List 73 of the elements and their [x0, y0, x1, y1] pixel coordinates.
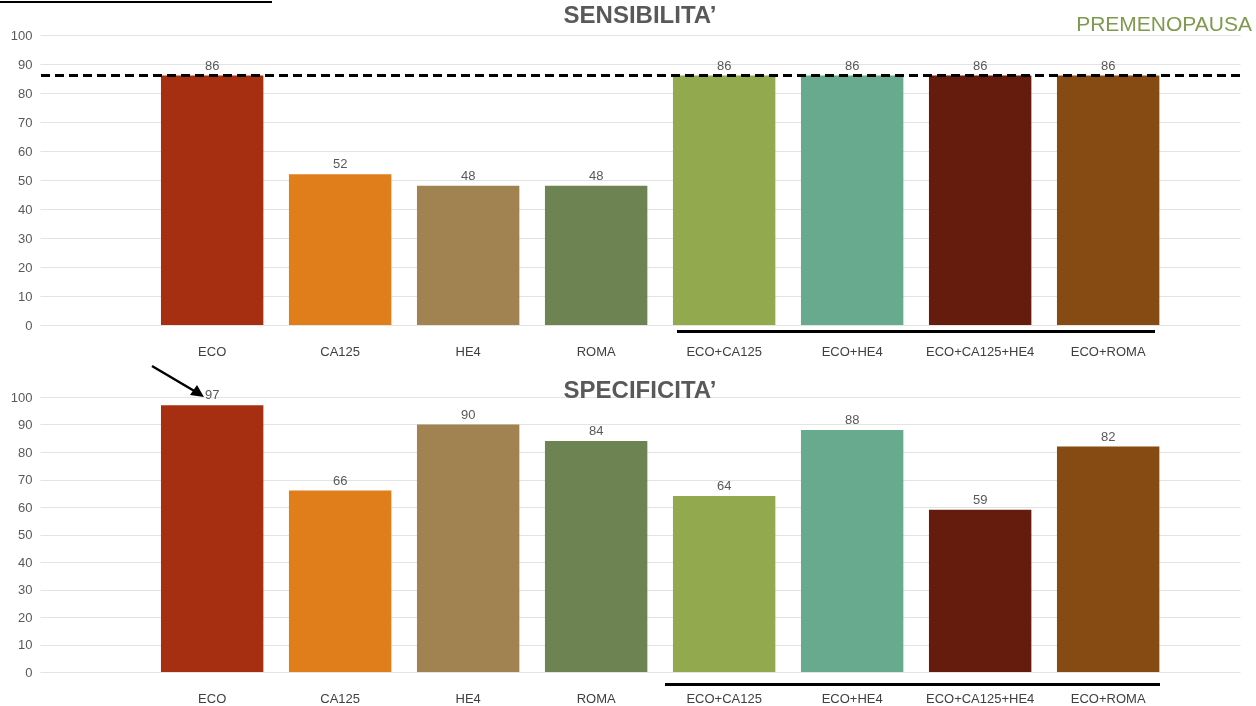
data-label: 48	[460, 167, 476, 183]
x-tick-label: ECO+ROMA	[1070, 343, 1146, 359]
data-label: 97	[204, 387, 220, 403]
bar	[800, 75, 904, 325]
bar	[416, 424, 520, 672]
bar	[288, 490, 392, 672]
y-tick-label: 0	[25, 317, 33, 333]
data-label: 48	[588, 167, 604, 183]
text: PREMENOPAUSA	[1076, 12, 1252, 35]
x-tick-label: ECO+ROMA	[1070, 690, 1146, 706]
bar	[928, 75, 1032, 325]
y-tick-label: 10	[18, 288, 33, 304]
bar	[544, 185, 648, 325]
y-tick-label: 30	[18, 582, 33, 597]
y-tick-label: 60	[18, 143, 33, 159]
x-tick-label: ECO+HE4	[821, 343, 883, 359]
x-tick-label: ECO+HE4	[821, 690, 883, 706]
chart-title: SPECIFICITA’	[563, 376, 717, 404]
y-tick-label: 30	[18, 230, 33, 246]
data-label: 86	[716, 57, 732, 73]
data-label: 52	[332, 156, 348, 172]
y-tick-label: 20	[18, 259, 33, 275]
data-label: 82	[1100, 428, 1116, 444]
bar	[416, 185, 520, 325]
x-tick-label: CA125	[320, 690, 361, 706]
y-tick-label: 100	[10, 389, 33, 405]
y-tick-label: 50	[18, 172, 33, 188]
bar	[672, 75, 776, 325]
data-label: 66	[332, 472, 348, 488]
data-label: 90	[460, 406, 476, 422]
y-tick-label: 20	[18, 609, 33, 625]
y-tick-label: 70	[18, 472, 33, 487]
y-tick-label: 70	[18, 114, 33, 130]
x-tick-label: ECO+CA125	[686, 343, 762, 359]
data-label: 84	[588, 423, 604, 438]
data-label: 64	[716, 478, 732, 493]
data-label: 59	[972, 491, 988, 507]
x-tick-label: HE4	[455, 343, 481, 359]
x-tick-label: ECO+CA125+HE4	[925, 690, 1035, 706]
y-tick-label: 40	[18, 554, 33, 570]
x-tick-label: HE4	[455, 690, 481, 706]
data-label: 86	[204, 57, 220, 73]
y-tick-label: 90	[18, 417, 33, 432]
x-tick-label: ECO+CA125	[686, 690, 762, 706]
x-tick-label: ECO+CA125+HE4	[925, 343, 1035, 359]
y-tick-label: 60	[18, 499, 33, 515]
chart-title: SENSIBILITA’	[563, 1, 717, 28]
y-tick-label: 40	[18, 201, 33, 217]
y-tick-label: 80	[18, 85, 33, 101]
y-tick-label: 50	[18, 527, 33, 542]
y-tick-label: 100	[10, 27, 33, 43]
bar	[160, 75, 264, 325]
x-tick-label: ECO	[198, 343, 227, 359]
bar	[800, 430, 904, 672]
x-tick-label: CA125	[320, 343, 361, 359]
data-label: 86	[972, 57, 988, 73]
data-label: 88	[844, 412, 860, 427]
x-tick-label: ECO	[198, 690, 227, 706]
bar	[928, 509, 1032, 672]
data-label: 86	[844, 57, 860, 73]
bar	[160, 405, 264, 672]
x-tick-label: ROMA	[576, 343, 616, 359]
data-label: 86	[1100, 57, 1116, 73]
bar	[1056, 75, 1160, 325]
bar	[288, 174, 392, 325]
y-tick-label: 10	[18, 637, 33, 652]
bar	[1056, 446, 1160, 672]
y-tick-label: 90	[18, 56, 33, 72]
y-tick-label: 0	[25, 664, 33, 680]
x-tick-label: ROMA	[576, 690, 616, 706]
bar	[544, 441, 648, 672]
y-tick-label: 80	[18, 444, 33, 460]
bar	[672, 496, 776, 672]
